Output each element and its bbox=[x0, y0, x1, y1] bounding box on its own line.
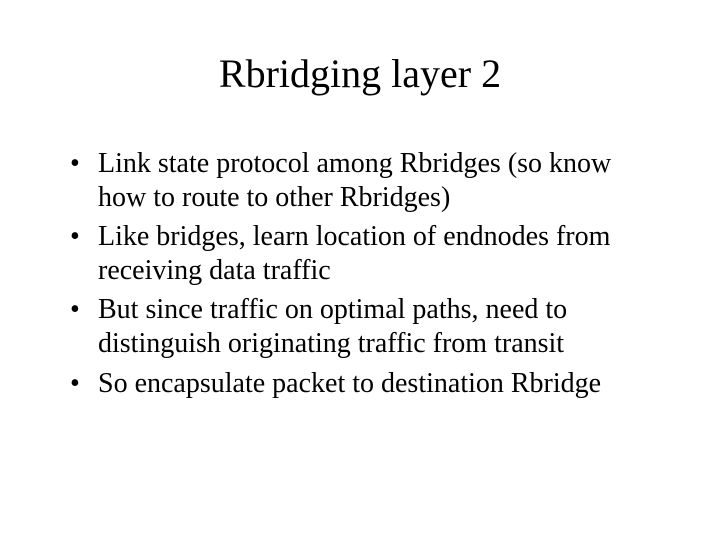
list-item: But since traffic on optimal paths, need… bbox=[70, 293, 660, 360]
slide-title: Rbridging layer 2 bbox=[50, 50, 670, 97]
list-item: Like bridges, learn location of endnodes… bbox=[70, 220, 660, 287]
list-item: So encapsulate packet to destination Rbr… bbox=[70, 367, 660, 401]
list-item: Link state protocol among Rbridges (so k… bbox=[70, 147, 660, 214]
slide: Rbridging layer 2 Link state protocol am… bbox=[0, 0, 720, 540]
bullet-list: Link state protocol among Rbridges (so k… bbox=[70, 147, 660, 400]
